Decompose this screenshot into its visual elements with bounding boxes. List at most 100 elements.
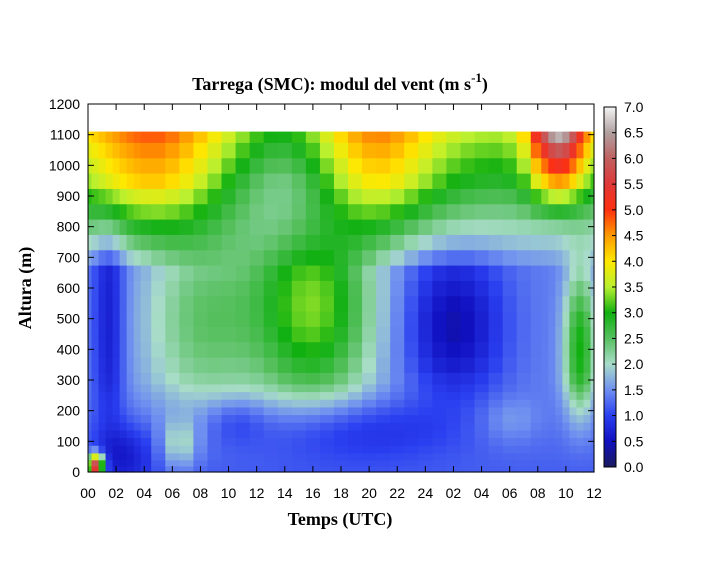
- heatmap-cell: [126, 391, 135, 400]
- heatmap-cell: [555, 357, 563, 373]
- heatmap-cell: [119, 249, 128, 266]
- heatmap-cell: [88, 459, 93, 467]
- heatmap-cell: [555, 265, 563, 281]
- heatmap-cell: [583, 429, 592, 439]
- heatmap-cell: [165, 341, 180, 358]
- heatmap-cell: [291, 399, 307, 408]
- heatmap-cell: [98, 341, 107, 358]
- heatmap-cell: [249, 445, 265, 454]
- heatmap-cell: [555, 234, 563, 251]
- heatmap-cell: [583, 234, 592, 251]
- heatmap-cell: [291, 372, 307, 385]
- heatmap-cell: [432, 422, 448, 431]
- heatmap-cell: [583, 280, 592, 297]
- heatmap-cell: [376, 341, 391, 358]
- heatmap-cell: [362, 406, 377, 416]
- heatmap-cell: [88, 452, 93, 461]
- heatmap-cell: [235, 173, 251, 189]
- heatmap-cell: [541, 422, 549, 431]
- heatmap-cell: [151, 249, 166, 266]
- heatmap-cell: [516, 437, 532, 446]
- heatmap-cell: [576, 295, 585, 312]
- heatmap-cell: [541, 437, 549, 446]
- heatmap-cell: [140, 157, 152, 174]
- heatmap-cell: [179, 399, 195, 408]
- heatmap-cell: [548, 131, 556, 143]
- heatmap-cell: [88, 142, 93, 159]
- heatmap-cell: [555, 203, 563, 220]
- heatmap-cell: [333, 280, 349, 297]
- heatmap-cell: [502, 383, 518, 393]
- heatmap-cell: [98, 311, 107, 327]
- heatmap-cell: [105, 452, 114, 461]
- heatmap-cell: [193, 188, 209, 205]
- heatmap-cell: [277, 452, 293, 461]
- heatmap-cell: [555, 429, 563, 439]
- heatmap-cell: [151, 422, 166, 431]
- heatmap-cell: [460, 391, 476, 400]
- heatmap-cell: [263, 445, 279, 454]
- heatmap-cell: [362, 391, 377, 400]
- heatmap-cell: [390, 445, 405, 454]
- heatmap-cell: [583, 295, 592, 312]
- heatmap-cell: [112, 391, 121, 400]
- heatmap-cell: [140, 422, 152, 431]
- heatmap-cell: [404, 372, 419, 385]
- heatmap-cell: [460, 173, 476, 189]
- heatmap-cell: [555, 452, 563, 461]
- heatmap-cell: [348, 234, 363, 251]
- heatmap-cell: [502, 203, 518, 220]
- heatmap-cell: [548, 383, 556, 393]
- heatmap-cell: [126, 280, 135, 297]
- y-tick-label: 400: [57, 341, 81, 357]
- heatmap-cell: [418, 406, 433, 416]
- heatmap-cell: [474, 249, 490, 266]
- heatmap-cell: [548, 142, 556, 159]
- heatmap-cell: [562, 422, 571, 431]
- heatmap-cell: [432, 326, 448, 343]
- heatmap-cell: [376, 459, 391, 467]
- heatmap-cell: [362, 437, 377, 446]
- heatmap-cell: [207, 341, 223, 358]
- heatmap-cell: [319, 391, 335, 400]
- heatmap-cell: [548, 414, 556, 423]
- x-tick-label: 08: [193, 485, 209, 501]
- heatmap-cell: [179, 372, 195, 385]
- heatmap-cell: [133, 234, 142, 251]
- heatmap-cell: [263, 422, 279, 431]
- heatmap-cell: [562, 142, 571, 159]
- heatmap-cell: [263, 265, 279, 281]
- heatmap-cell: [105, 280, 114, 297]
- heatmap-cell: [404, 131, 419, 143]
- heatmap-cell: [583, 265, 592, 281]
- heatmap-cell: [91, 173, 100, 189]
- heatmap-cell: [305, 131, 321, 143]
- heatmap-cell: [516, 157, 532, 174]
- heatmap-cell: [569, 414, 578, 423]
- heatmap-cell: [583, 173, 592, 189]
- heatmap-cell: [291, 383, 307, 393]
- heatmap-cell: [432, 437, 448, 446]
- heatmap-cell: [291, 465, 307, 473]
- heatmap-cell: [541, 131, 549, 143]
- heatmap-cell: [277, 445, 293, 454]
- heatmap-cell: [133, 173, 142, 189]
- heatmap-cell: [541, 406, 549, 416]
- heatmap-cell: [193, 429, 209, 439]
- heatmap-cell: [207, 383, 223, 393]
- heatmap-cell: [502, 234, 518, 251]
- heatmap-cell: [390, 188, 405, 205]
- heatmap-cell: [165, 445, 180, 454]
- heatmap-cell: [590, 459, 595, 467]
- heatmap-cell: [404, 422, 419, 431]
- heatmap-cell: [333, 452, 349, 461]
- heatmap-cell: [348, 422, 363, 431]
- heatmap-cell: [88, 357, 93, 373]
- heatmap-cell: [98, 188, 107, 205]
- heatmap-cell: [263, 157, 279, 174]
- heatmap-cell: [207, 357, 223, 373]
- heatmap-cell: [590, 383, 595, 393]
- heatmap-cell: [348, 265, 363, 281]
- heatmap-cell: [333, 173, 349, 189]
- heatmap-cell: [277, 429, 293, 439]
